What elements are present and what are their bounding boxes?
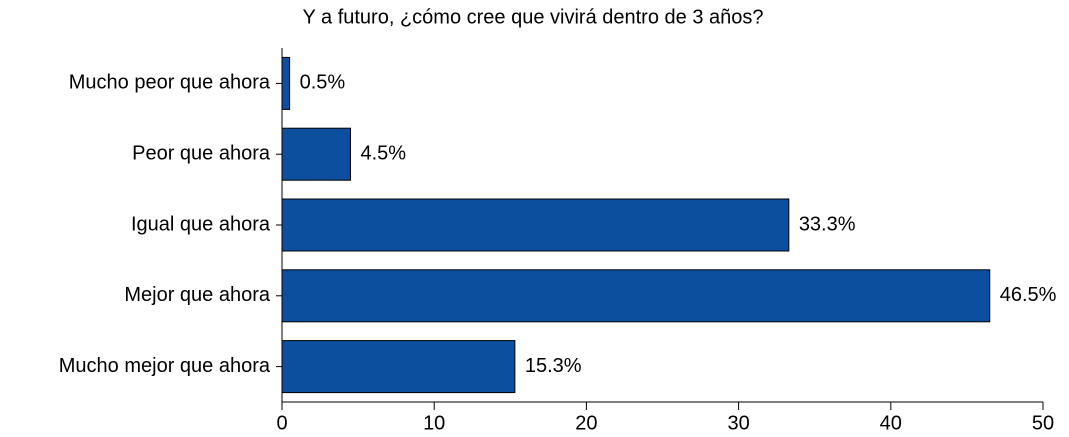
value-label: 46.5%: [1000, 284, 1057, 306]
bar: [281, 56, 291, 110]
y-tick-label: Igual que ahora: [131, 213, 271, 235]
value-label: 4.5%: [360, 142, 406, 164]
value-label: 0.5%: [300, 72, 346, 94]
bar: [281, 198, 790, 252]
chart-title: Y a futuro, ¿cómo cree que vivirá dentro…: [302, 6, 763, 28]
x-tick-label: 50: [1032, 412, 1054, 434]
x-tick-label: 40: [880, 412, 902, 434]
y-tick-label: Mejor que ahora: [124, 284, 271, 306]
x-tick-label: 0: [276, 412, 287, 434]
value-label: 15.3%: [525, 355, 582, 377]
bar: [281, 340, 516, 394]
x-tick-label: 10: [423, 412, 445, 434]
value-label: 33.3%: [799, 213, 856, 235]
y-tick-label: Mucho mejor que ahora: [59, 355, 271, 377]
x-tick-label: 20: [575, 412, 597, 434]
bar: [281, 269, 991, 323]
bar: [281, 127, 351, 181]
x-tick-label: 30: [727, 412, 749, 434]
y-tick-label: Mucho peor que ahora: [69, 72, 271, 94]
y-tick-label: Peor que ahora: [132, 142, 271, 164]
